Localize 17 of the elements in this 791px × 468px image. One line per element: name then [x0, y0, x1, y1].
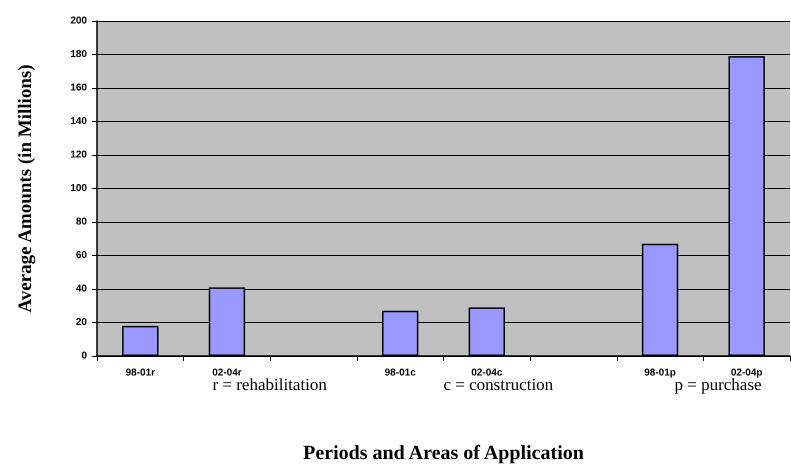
y-tick-label: 120 — [70, 150, 88, 160]
y-tick-label: 160 — [70, 82, 88, 94]
x-tick-label: 02-04p — [730, 368, 763, 378]
y-tick-label: 0 — [81, 350, 88, 362]
x-axis-title: Periods and Areas of Application — [303, 442, 584, 464]
y-tick-label: 140 — [70, 116, 88, 127]
y-tick-label: 40 — [76, 284, 88, 294]
y-tick-label: 60 — [76, 250, 88, 261]
y-axis-title: Average Amounts (in Millions) — [15, 64, 36, 313]
x-tick-label: 98-01r — [126, 368, 156, 378]
y-tick-label: 180 — [70, 49, 88, 60]
y-tick-label: 200 — [70, 16, 88, 26]
y-tick-label: 20 — [76, 317, 88, 328]
x-tick-label: 98-01p — [644, 368, 676, 378]
x-tick-label: 98-01c — [384, 368, 416, 378]
y-tick-label: 100 — [70, 183, 88, 194]
y-tick-label: 80 — [76, 216, 88, 228]
